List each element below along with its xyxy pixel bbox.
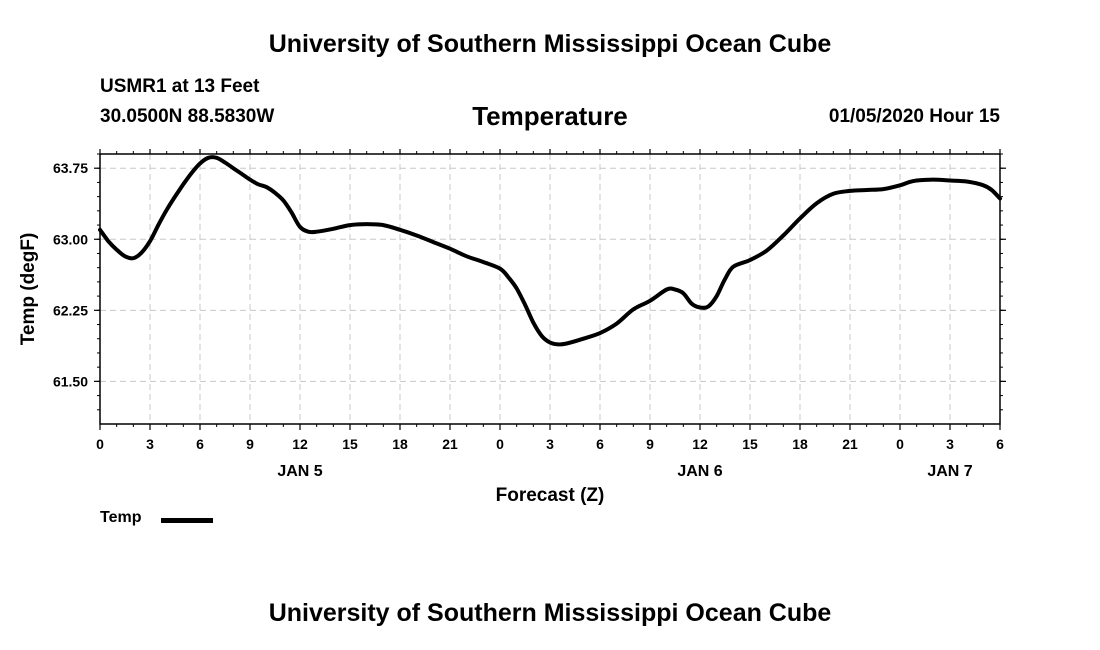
x-tick-label: 0 bbox=[96, 436, 104, 452]
legend-line-swatch bbox=[161, 518, 213, 523]
x-tick-label: 6 bbox=[596, 436, 604, 452]
temperature-series-line bbox=[98, 155, 1002, 347]
x-tick-label: 6 bbox=[996, 436, 1004, 452]
x-tick-label: 21 bbox=[442, 436, 458, 452]
chart-title-bottom: University of Southern Mississippi Ocean… bbox=[268, 599, 832, 627]
day-label: JAN 7 bbox=[927, 463, 972, 480]
x-tick-label: 3 bbox=[546, 436, 554, 452]
x-tick-label: 9 bbox=[246, 436, 254, 452]
legend-label: Temp bbox=[100, 509, 142, 526]
day-label: JAN 6 bbox=[677, 463, 722, 480]
x-tick-label: 6 bbox=[196, 436, 204, 452]
x-tick-label: 3 bbox=[946, 436, 954, 452]
y-tick-label: 63.75 bbox=[53, 160, 88, 176]
y-tick-label: 61.50 bbox=[53, 373, 88, 389]
x-tick-label: 18 bbox=[792, 436, 808, 452]
grid-lines bbox=[100, 154, 1000, 424]
plot-frame bbox=[99, 153, 1001, 425]
day-label: JAN 5 bbox=[277, 463, 322, 480]
x-tick-label: 0 bbox=[896, 436, 904, 452]
axis-labels: 0 3 6 9 12 15 18 21 0 3 6 9 12 15 18 21 0 3 6 JAN 5 JAN 6 JAN… bbox=[18, 160, 1004, 506]
x-tick-label: 21 bbox=[842, 436, 858, 452]
y-axis-title: Temp (degF) bbox=[18, 233, 39, 346]
datetime-label: 01/05/2020 Hour 15 bbox=[828, 106, 1000, 127]
x-tick-label: 12 bbox=[292, 436, 308, 452]
y-tick-label: 63.00 bbox=[53, 231, 88, 247]
x-tick-label: 15 bbox=[342, 436, 358, 452]
x-tick-label: 12 bbox=[692, 436, 708, 452]
x-tick-label: 15 bbox=[742, 436, 758, 452]
x-tick-label: 9 bbox=[646, 436, 654, 452]
x-tick-label: 3 bbox=[146, 436, 154, 452]
x-tick-label: 18 bbox=[392, 436, 408, 452]
chart-title-top: University of Southern Mississippi Ocean… bbox=[268, 30, 832, 58]
coordinates-label: 30.0500N 88.5830W bbox=[100, 106, 275, 127]
x-tick-label: 0 bbox=[496, 436, 504, 452]
x-axis-title: Forecast (Z) bbox=[496, 485, 605, 506]
variable-title: Temperature bbox=[472, 101, 628, 131]
station-label: USMR1 at 13 Feet bbox=[100, 76, 260, 97]
y-tick-label: 62.25 bbox=[53, 302, 88, 318]
